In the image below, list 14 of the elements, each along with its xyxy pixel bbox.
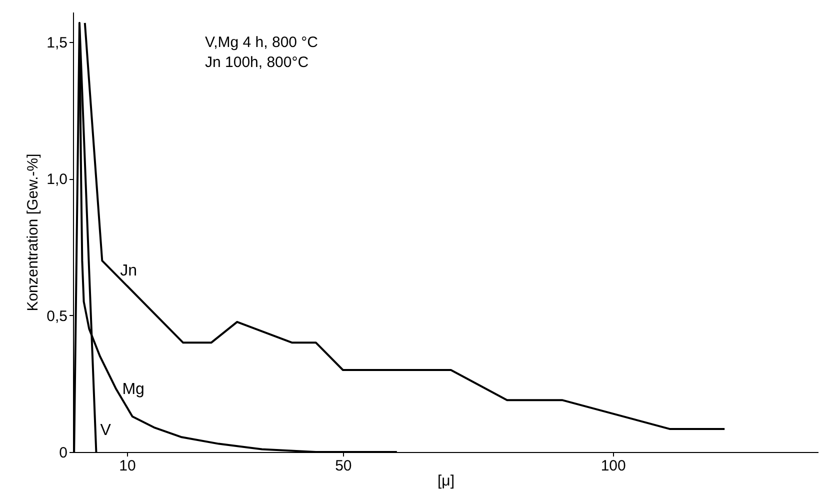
y-tick-label: 0 [59, 444, 68, 462]
series-label: Mg [122, 381, 144, 398]
x-axis-title: [μ] [438, 472, 454, 490]
y-tick-label: 0,5 [46, 308, 68, 325]
annotation: V,Mg 4 h, 800 °C [205, 34, 318, 51]
y-tick-label: 1,0 [46, 171, 68, 188]
x-tick-label: 100 [600, 458, 626, 474]
series-label: Jn [120, 262, 138, 280]
series-label: V [100, 422, 112, 439]
x-tick-label: 50 [335, 458, 352, 474]
y-tick-label: 1,5 [46, 34, 68, 52]
annotation: Jn 100h, 800°C [205, 54, 309, 71]
y-axis-title: Konzentration [Gew.-%] [24, 154, 42, 312]
x-tick-label: 10 [119, 458, 136, 474]
